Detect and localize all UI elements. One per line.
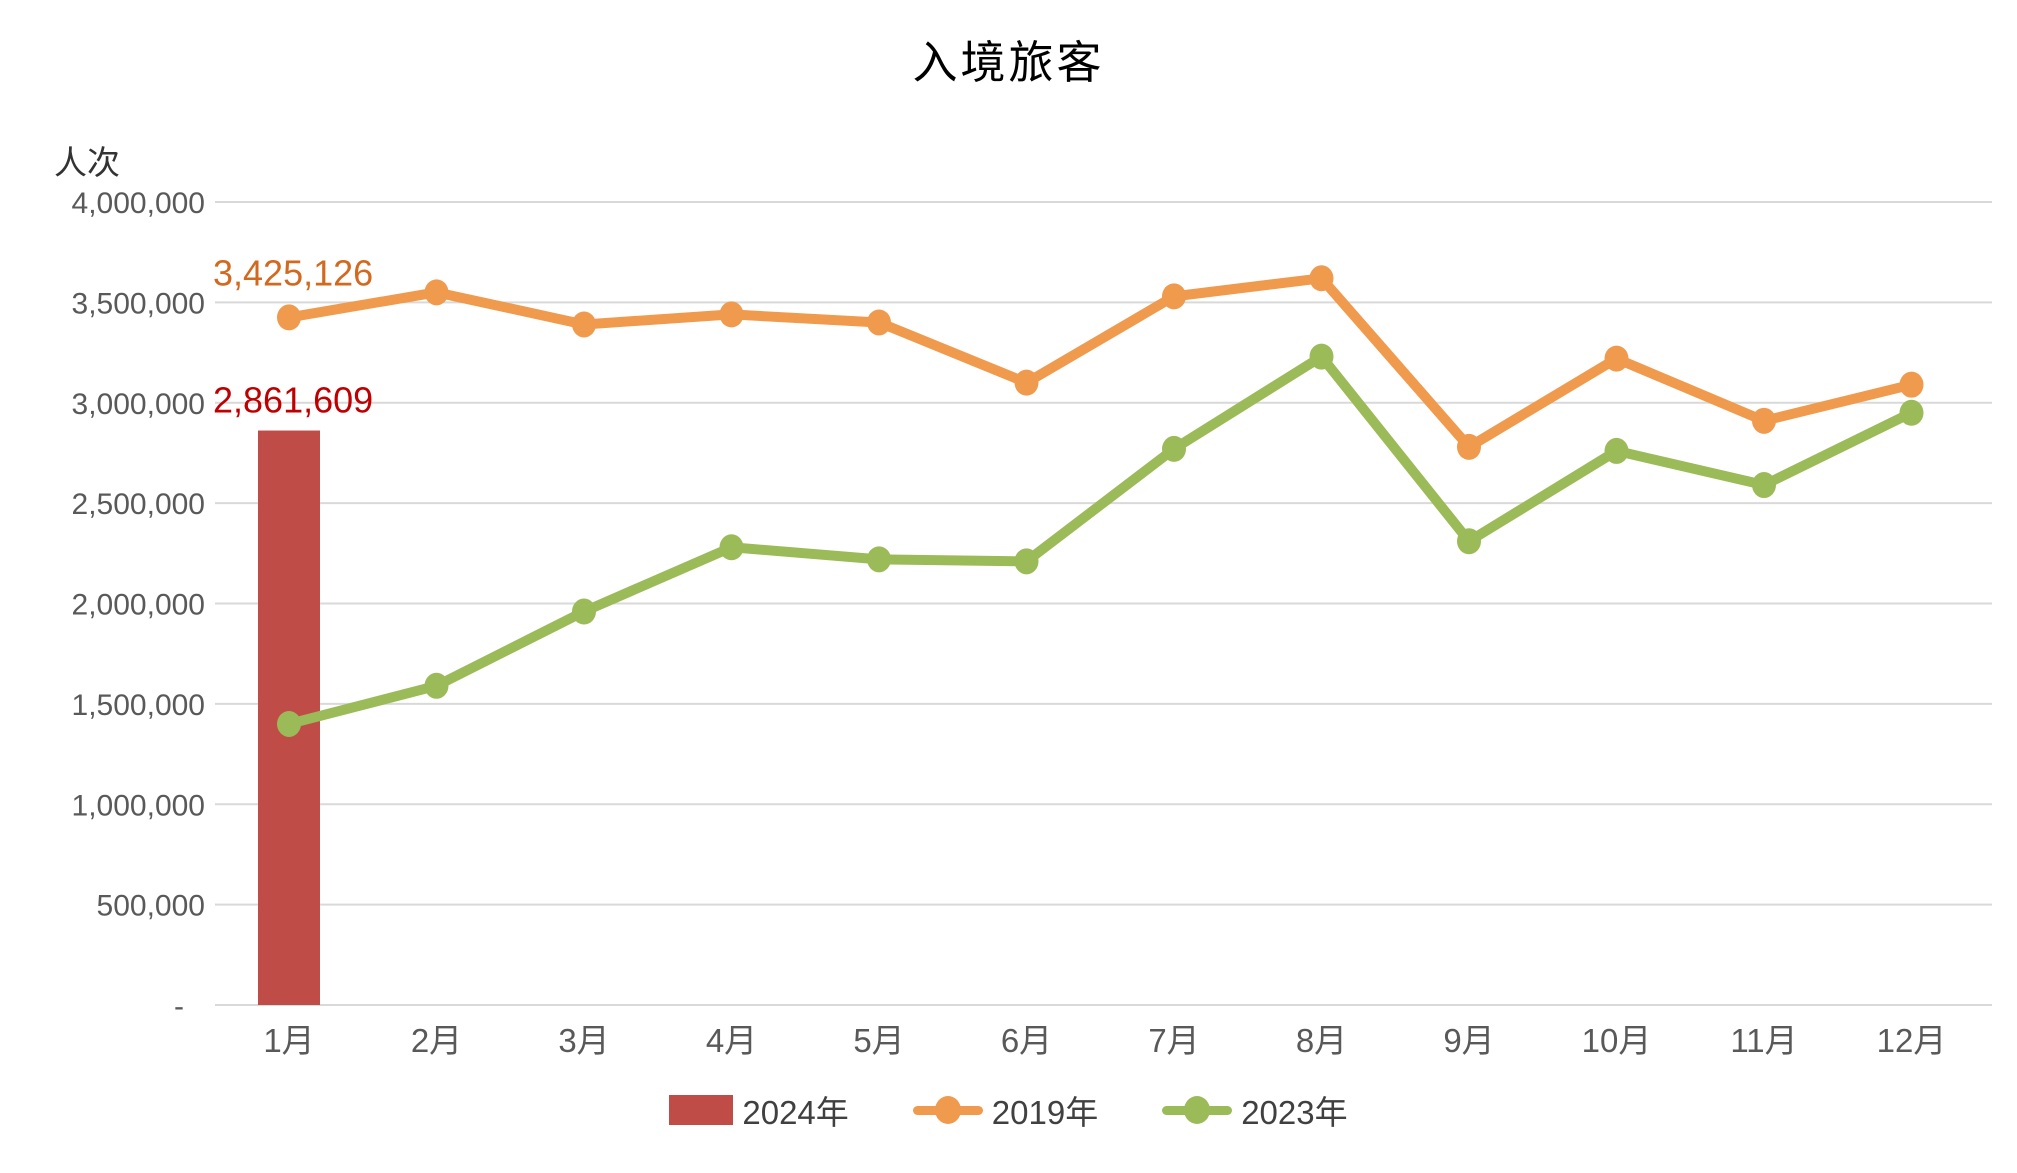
legend-label-2024: 2024年 (742, 1094, 849, 1131)
marker-2019-m9 (1457, 433, 1481, 460)
legend-label-2023: 2023年 (1241, 1094, 1348, 1131)
x-tick-label: 6月 (1001, 1022, 1052, 1059)
x-tick-label: 10月 (1582, 1022, 1652, 1059)
x-tick-label: 8月 (1296, 1022, 1347, 1059)
legend-item-2023: 2023年 (1162, 1086, 1348, 1134)
legend-swatch-2024-bar-icon (669, 1095, 734, 1125)
x-tick-label: 2月 (411, 1022, 462, 1059)
marker-2023-m4 (719, 534, 744, 561)
marker-2023-m6 (1014, 548, 1039, 575)
x-tick-label: 4月 (706, 1022, 757, 1059)
legend-item-2024: 2024年 (669, 1086, 849, 1134)
legend-label-2019: 2019年 (991, 1094, 1099, 1131)
y-tick-label: 2,500,000 (72, 488, 205, 521)
x-tick-label: 12月 (1877, 1022, 1947, 1059)
marker-2023-m9 (1457, 528, 1481, 555)
marker-2019-m2 (424, 279, 449, 306)
line-2019 (284, 273, 1917, 452)
marker-2023-m12 (1899, 399, 1924, 426)
marker-2023-m10 (1604, 437, 1629, 464)
marker-2023-m2 (424, 672, 449, 699)
marker-2023-m7 (1162, 435, 1186, 462)
marker-2023-m1 (277, 710, 301, 737)
y-tick-label: 3,500,000 (72, 287, 205, 320)
marker-2019-m4 (719, 301, 744, 328)
marker-2019-m12 (1899, 371, 1924, 398)
marker-2019-m5 (867, 309, 891, 336)
y-tick-label: 500,000 (97, 890, 205, 923)
marker-2019-m6 (1014, 369, 1039, 396)
x-tick-label: 9月 (1443, 1022, 1494, 1059)
line-2023 (284, 351, 1917, 729)
x-tick-label: 1月 (263, 1022, 314, 1059)
marker-2023-m8 (1309, 343, 1334, 370)
chart-title: 入境旅客 (912, 37, 1105, 88)
data-label-2019: 3,425,126 (213, 252, 373, 293)
marker-2019-m3 (572, 311, 596, 338)
y-axis-unit-label: 人次 (54, 144, 120, 181)
y-tick-label: - (174, 990, 184, 1023)
y-tick-label: 1,000,000 (72, 789, 205, 822)
marker-2023-m11 (1752, 472, 1776, 499)
y-tick-label: 1,500,000 (72, 689, 205, 722)
legend-item-2019: 2019年 (912, 1086, 1099, 1134)
legend: 2024年 2019年 2023年 (0, 1086, 2017, 1134)
legend-swatch-2023-line-icon (1162, 1093, 1233, 1127)
marker-2019-m8 (1309, 265, 1334, 292)
x-tick-label: 3月 (558, 1022, 609, 1059)
x-tick-label: 7月 (1148, 1022, 1199, 1059)
marker-2023-m5 (867, 546, 891, 573)
y-tick-label: 2,000,000 (72, 589, 205, 622)
x-tick-label: 5月 (853, 1022, 904, 1059)
marker-2019-m10 (1604, 345, 1629, 372)
marker-2023-m3 (572, 598, 596, 625)
marker-2019-m7 (1162, 283, 1186, 310)
legend-swatch-2019-line-icon (912, 1093, 983, 1127)
marker-2019-m1 (277, 304, 301, 331)
marker-2019-m11 (1752, 407, 1776, 434)
y-tick-label: 4,000,000 (72, 187, 205, 220)
y-tick-label: 3,000,000 (72, 388, 205, 421)
data-label-2024: 2,861,609 (213, 380, 373, 421)
x-tick-label: 11月 (1730, 1022, 1797, 1059)
